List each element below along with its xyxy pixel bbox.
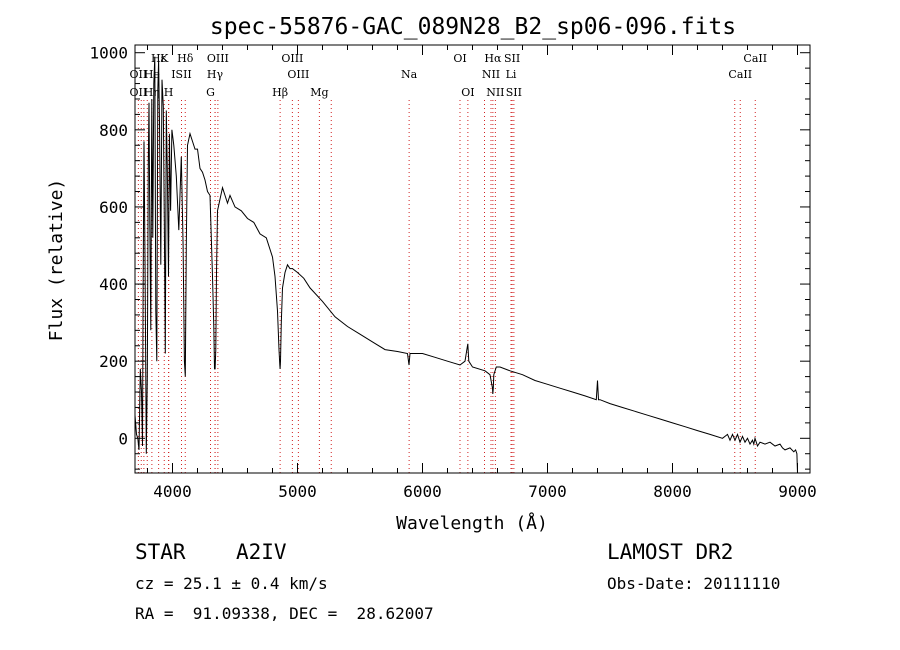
line-label: OII	[130, 68, 148, 81]
line-label: G	[206, 86, 215, 99]
x-axis-label: Wavelength (Å)	[396, 512, 548, 534]
y-tick-label: 600	[99, 198, 128, 217]
x-tick-label: 6000	[403, 482, 442, 501]
object-type: STAR	[135, 540, 186, 564]
x-tick-label: 5000	[278, 482, 317, 501]
line-label: Na	[401, 68, 418, 81]
line-markers	[137, 100, 756, 473]
line-label: NII	[486, 86, 504, 99]
y-tick-label: 800	[99, 121, 128, 140]
line-label: K	[160, 52, 169, 65]
plot-frame	[134, 44, 811, 474]
line-label: SII	[504, 52, 520, 65]
line-label: Hα	[484, 52, 502, 65]
x-tick-label: 4000	[153, 482, 192, 501]
line-label: CaII	[728, 68, 752, 81]
survey-name: LAMOST DR2	[607, 540, 734, 564]
observation-date: Obs-Date: 20111110	[607, 574, 781, 593]
line-label: NII	[482, 68, 500, 81]
line-label: Mg	[310, 86, 328, 99]
line-label: SII	[506, 86, 522, 99]
line-label: ISII	[171, 68, 192, 81]
axis-ticks	[135, 45, 810, 473]
object-subclass: A2IV	[236, 540, 287, 564]
coordinates: RA = 91.09338, DEC = 28.62007	[135, 604, 434, 623]
y-tick-label: 1000	[89, 44, 128, 63]
line-label: OI	[461, 86, 474, 99]
line-label: Hδ	[177, 52, 194, 65]
line-label: He	[144, 68, 160, 81]
line-label: OII	[130, 86, 148, 99]
line-label: OIII	[287, 68, 309, 81]
line-label: Hη	[144, 86, 160, 99]
x-tick-label: 8000	[653, 482, 692, 501]
chart-title: spec-55876-GAC_089N28_B2_sp06-096.fits	[210, 14, 736, 40]
line-label: OI	[453, 52, 466, 65]
line-label: OIII	[281, 52, 303, 65]
line-label: OIII	[207, 52, 229, 65]
line-label: Hγ	[207, 68, 224, 81]
y-tick-label: 0	[118, 429, 128, 448]
line-label: H	[164, 86, 174, 99]
line-label: CaII	[743, 52, 767, 65]
line-label: Hβ	[272, 86, 288, 99]
redshift-cz: cz = 25.1 ± 0.4 km/s	[135, 574, 328, 593]
line-label: Li	[506, 68, 517, 81]
tick-labels: 4000 5000 6000 7000 8000 9000 0 200 400 600 800 100…	[89, 44, 816, 501]
y-tick-label: 400	[99, 275, 128, 294]
x-tick-label: 7000	[528, 482, 567, 501]
y-tick-label: 200	[99, 352, 128, 371]
y-axis-label: Flux (relative)	[46, 179, 67, 342]
spectrum-line	[134, 56, 798, 474]
x-tick-label: 9000	[778, 482, 817, 501]
